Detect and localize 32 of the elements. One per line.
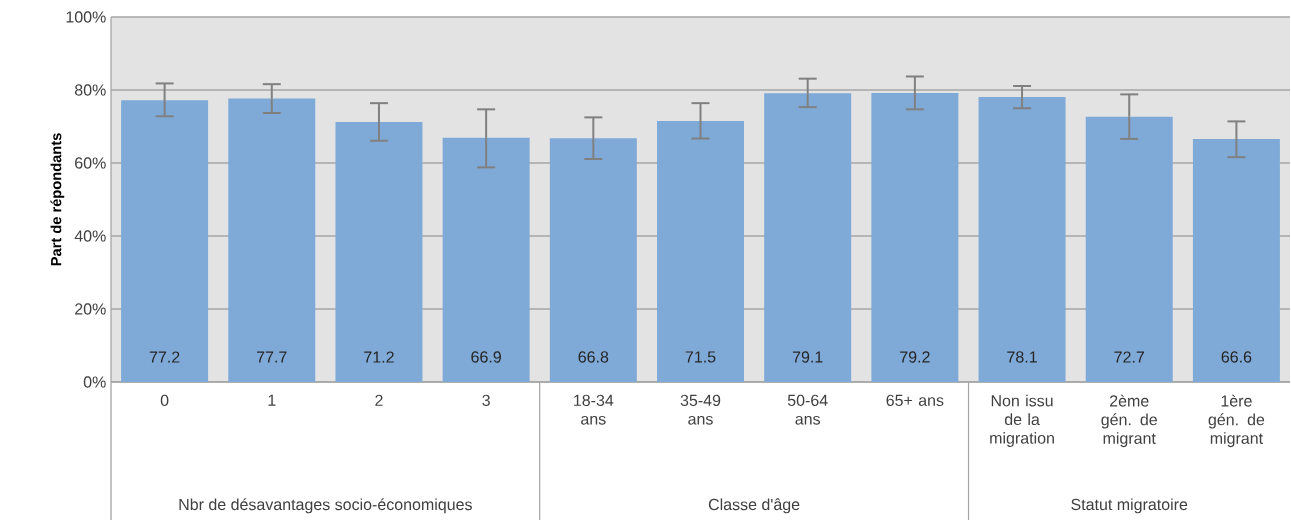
x-tick-label: 2ème gén. de migrant <box>1101 394 1157 448</box>
data-label: 66.6 <box>1221 351 1252 363</box>
y-tick-label: 80% <box>74 84 106 96</box>
y-tick-label: 0% <box>83 376 106 388</box>
data-label: 72.7 <box>1114 351 1144 363</box>
x-tick-label: 1ère gén. de migrant <box>1208 394 1265 448</box>
data-label: 78.1 <box>1007 351 1037 363</box>
y-tick-label: 20% <box>75 303 106 315</box>
text: Classe d'âge <box>708 498 800 514</box>
x-tick-label: 1 <box>268 394 276 406</box>
x-tick-label: 65+ ans <box>886 394 944 407</box>
x-tick-label: 3 <box>482 394 490 407</box>
x-tick-label: Non issu de la migration <box>990 394 1054 447</box>
data-label: 77.7 <box>257 351 287 363</box>
y-tick-label: 40% <box>74 230 106 242</box>
data-label: 79.2 <box>900 351 930 363</box>
data-label: 77.2 <box>149 351 180 363</box>
x-tick-label: 18-34 ans <box>574 394 614 425</box>
data-label: 66.9 <box>471 351 501 363</box>
y-tick-label: 60% <box>75 157 106 169</box>
data-label: 71.5 <box>685 351 716 363</box>
data-label: 71.2 <box>364 351 394 363</box>
data-label: 79.1 <box>792 351 823 363</box>
data-label: 66.8 <box>578 351 609 363</box>
text: Statut migratoire <box>1071 498 1188 514</box>
x-tick-label: 0 <box>160 394 169 407</box>
text: Nbr de désavantages socio-économiques <box>179 498 472 514</box>
y-axis-title: Part de répondants <box>50 133 65 266</box>
x-tick-label: 35-49 ans <box>680 394 721 425</box>
y-tick-label: 100% <box>66 11 106 23</box>
x-tick-label: 50-64 ans <box>787 394 828 425</box>
x-tick-label: 2 <box>375 394 383 406</box>
